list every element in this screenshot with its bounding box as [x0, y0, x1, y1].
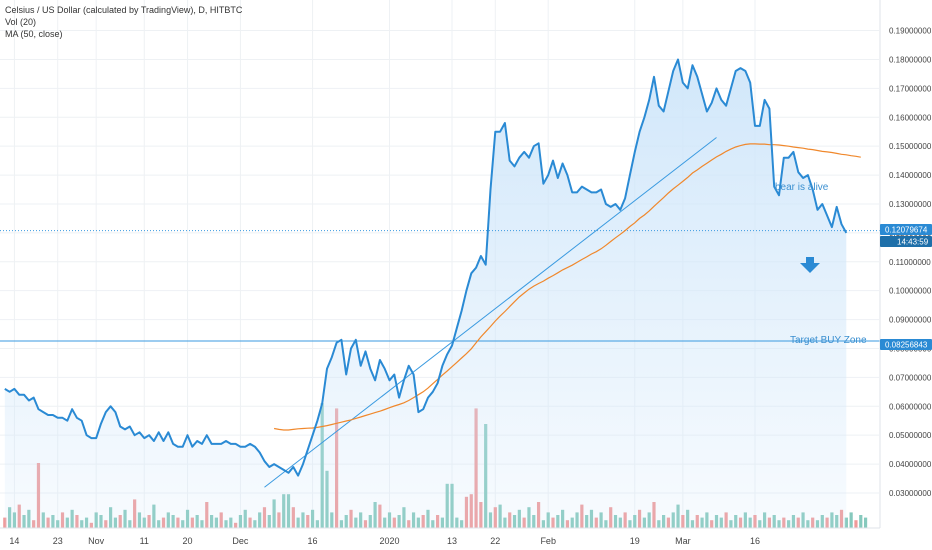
current-price-badge: 0.12079674 14:43:59: [880, 224, 932, 247]
ma-study-label: MA (50, close): [5, 29, 63, 39]
x-tick-label: 22: [490, 536, 500, 546]
y-tick-label: 0.16000000: [889, 113, 932, 122]
y-tick-label: 0.06000000: [889, 402, 932, 411]
y-tick-label: 0.10000000: [889, 287, 932, 296]
volume-bar: [849, 512, 853, 528]
x-tick-label: 16: [750, 536, 760, 546]
y-tick-label: 0.14000000: [889, 171, 932, 180]
y-tick-label: 0.03000000: [889, 489, 932, 498]
volume-bar: [859, 515, 863, 528]
moving-average-line: [273, 143, 861, 431]
symbol-title: Celsius / US Dollar (calculated by Tradi…: [5, 5, 243, 15]
x-tick-label: 11: [140, 536, 149, 546]
countdown-label: 14:43:59: [897, 238, 929, 247]
y-tick-label: 0.15000000: [889, 142, 932, 151]
y-tick-label: 0.09000000: [889, 316, 932, 325]
current-price-label: 0.12079674: [885, 226, 928, 235]
y-tick-label: 0.13000000: [889, 200, 932, 209]
x-tick-label: Dec: [232, 536, 249, 546]
x-tick-label: Mar: [675, 536, 691, 546]
y-tick-label: 0.19000000: [889, 27, 932, 36]
price-line: [4, 58, 848, 477]
x-tick-label: 14: [9, 536, 19, 546]
down-arrow-icon[interactable]: [800, 257, 820, 273]
volume-bar: [854, 520, 858, 528]
chart-legend: Celsius / US Dollar (calculated by Tradi…: [5, 4, 242, 40]
y-tick-label: 0.11000000: [889, 258, 931, 267]
trend-line[interactable]: [264, 137, 717, 488]
bear-annotation[interactable]: bear is alive: [775, 182, 829, 193]
target-price-badge: 0.08256843: [880, 339, 932, 350]
x-tick-label: 2020: [379, 536, 399, 546]
x-axis[interactable]: 14 23 Nov 11 20 Dec 16 2020 13 22 Feb 19 Mar 16: [0, 527, 880, 546]
y-tick-label: 0.18000000: [889, 55, 932, 64]
x-tick-label: 16: [308, 536, 318, 546]
x-tick-label: 20: [183, 536, 193, 546]
y-tick-label: 0.04000000: [889, 460, 932, 469]
y-axis[interactable]: 0.19000000 0.18000000 0.17000000 0.16000000…: [879, 0, 932, 528]
x-tick-label: Feb: [540, 536, 556, 546]
target-annotation[interactable]: Target BUY Zone: [790, 335, 867, 346]
x-tick-label: Nov: [88, 536, 105, 546]
price-area-fill: [4, 59, 847, 528]
x-tick-label: 19: [630, 536, 640, 546]
target-price-label: 0.08256843: [885, 341, 928, 350]
x-tick-label: 23: [53, 536, 63, 546]
volume-bar: [844, 517, 848, 528]
y-tick-label: 0.07000000: [889, 373, 932, 382]
y-tick-label: 0.17000000: [889, 84, 932, 93]
y-tick-label: 0.05000000: [889, 431, 932, 440]
volume-study-label: Vol (20): [5, 17, 37, 27]
volume-bar: [863, 517, 868, 528]
x-tick-label: 13: [447, 536, 457, 546]
